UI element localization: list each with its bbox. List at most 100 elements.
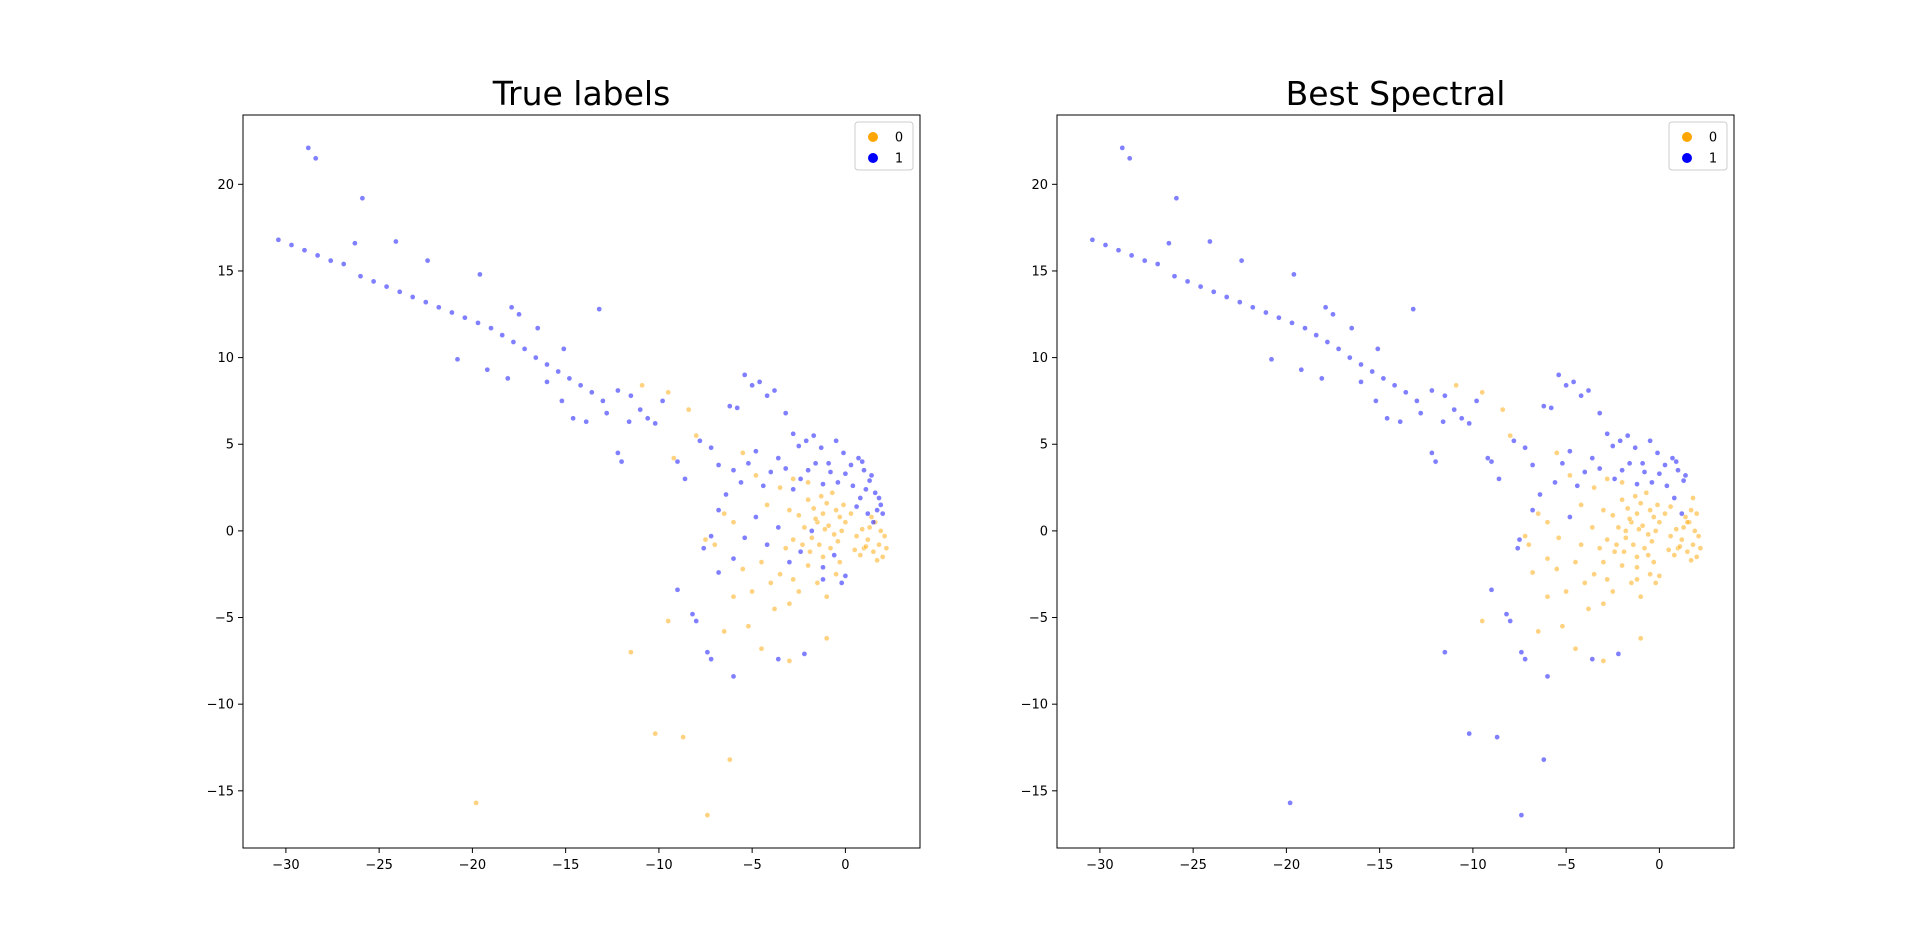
data-point-series-0	[1619, 479, 1625, 486]
data-point-series-1	[449, 309, 455, 316]
data-point-series-0	[771, 606, 778, 612]
data-point-series-1	[583, 418, 590, 425]
legend-label-1: 1	[895, 152, 903, 167]
data-point-series-0	[1507, 432, 1514, 439]
data-point-series-1	[1302, 325, 1308, 331]
data-point-series-1	[1604, 430, 1611, 437]
data-point-series-1	[1578, 392, 1584, 399]
data-point-series-0	[870, 548, 877, 555]
data-point-series-0	[827, 545, 834, 552]
data-point-series-0	[1499, 406, 1506, 413]
data-point-series-0	[835, 538, 841, 545]
data-point-series-1	[1451, 406, 1458, 413]
data-point-series-0	[1567, 472, 1573, 479]
data-point-series-1	[1089, 236, 1096, 243]
data-point-series-0	[1553, 566, 1560, 572]
data-point-series-0	[859, 526, 866, 533]
data-point-series-0	[1544, 519, 1551, 526]
x-tick-label: −20	[1273, 858, 1300, 873]
data-point-series-0	[795, 588, 802, 595]
data-point-series-1	[782, 410, 789, 416]
data-point-series-1	[1236, 299, 1243, 305]
data-point-series-1	[652, 420, 659, 427]
data-point-series-0	[1563, 588, 1569, 595]
data-point-series-1	[1544, 673, 1551, 680]
data-point-series-1	[1664, 482, 1670, 489]
data-point-series-0	[1682, 514, 1689, 520]
data-point-series-1	[352, 240, 358, 247]
data-point-series-0	[836, 559, 843, 565]
data-point-series-0	[1621, 548, 1627, 555]
data-point-series-1	[850, 482, 856, 489]
data-point-series-0	[807, 548, 813, 555]
data-point-series-1	[1537, 491, 1543, 498]
data-point-series-1	[462, 314, 468, 321]
data-point-series-1	[775, 455, 782, 461]
data-point-series-0	[1693, 554, 1700, 560]
x-tick-label: 0	[841, 858, 849, 873]
x-tick-label: −15	[1366, 858, 1393, 873]
data-point-series-1	[1673, 458, 1680, 465]
y-tick-label: −15	[1021, 784, 1048, 799]
x-tick-label: −5	[1557, 858, 1576, 873]
data-point-series-1	[730, 467, 737, 474]
data-point-series-0	[1688, 507, 1694, 513]
data-point-series-0	[1619, 562, 1625, 569]
data-point-series-0	[1665, 547, 1672, 553]
data-point-series-1	[775, 656, 782, 662]
x-tick-label: −10	[645, 858, 672, 873]
data-point-series-0	[693, 432, 700, 439]
data-point-series-1	[383, 283, 390, 290]
data-point-series-0	[1529, 569, 1536, 576]
data-point-series-1	[628, 392, 634, 399]
data-point-series-1	[1675, 467, 1681, 474]
data-point-series-0	[1690, 541, 1696, 548]
y-tick-label: 15	[217, 264, 234, 279]
data-point-series-1	[1496, 476, 1502, 482]
data-point-series-0	[801, 524, 808, 531]
data-point-series-0	[1677, 543, 1683, 550]
data-point-series-1	[1276, 314, 1282, 321]
data-point-series-1	[504, 375, 511, 382]
data-point-series-0	[1544, 555, 1551, 562]
data-point-series-1	[848, 462, 854, 468]
data-point-series-0	[1604, 476, 1611, 482]
data-point-series-0	[1522, 533, 1528, 539]
data-point-series-1	[730, 555, 737, 562]
data-point-series-1	[1682, 472, 1689, 479]
data-point-series-0	[1639, 522, 1646, 529]
y-tick-label: 0	[226, 524, 234, 539]
data-point-series-0	[1634, 510, 1640, 517]
data-point-series-1	[1589, 455, 1596, 461]
data-point-series-0	[1581, 580, 1588, 586]
data-point-series-0	[805, 479, 811, 486]
data-point-series-1	[577, 382, 584, 389]
data-point-series-1	[1358, 379, 1364, 385]
data-point-series-1	[868, 472, 875, 479]
data-point-series-0	[730, 519, 737, 526]
data-point-series-1	[1197, 283, 1204, 290]
data-point-series-1	[697, 437, 703, 444]
data-point-series-0	[822, 526, 828, 533]
data-point-series-0	[790, 576, 797, 583]
data-point-series-1	[726, 403, 733, 409]
data-point-series-1	[1429, 450, 1435, 456]
data-point-series-1	[1617, 437, 1624, 444]
legend-marker-0	[1682, 132, 1692, 142]
data-point-series-0	[1591, 571, 1597, 578]
data-point-series-1	[1210, 288, 1217, 295]
data-point-series-1	[1414, 398, 1420, 404]
data-point-series-1	[1154, 261, 1161, 267]
data-point-series-1	[1680, 477, 1687, 484]
data-point-series-1	[1458, 415, 1465, 422]
data-point-series-0	[808, 534, 815, 541]
data-point-series-1	[1570, 379, 1577, 385]
data-point-series-0	[1555, 534, 1562, 541]
data-point-series-0	[1615, 524, 1622, 531]
data-point-series-0	[1695, 533, 1702, 539]
data-point-series-0	[1600, 600, 1607, 607]
data-point-series-1	[1511, 437, 1517, 444]
chart-title: Best Spectral	[1286, 74, 1506, 113]
data-point-series-0	[1636, 526, 1642, 533]
data-point-series-0	[1678, 536, 1685, 543]
